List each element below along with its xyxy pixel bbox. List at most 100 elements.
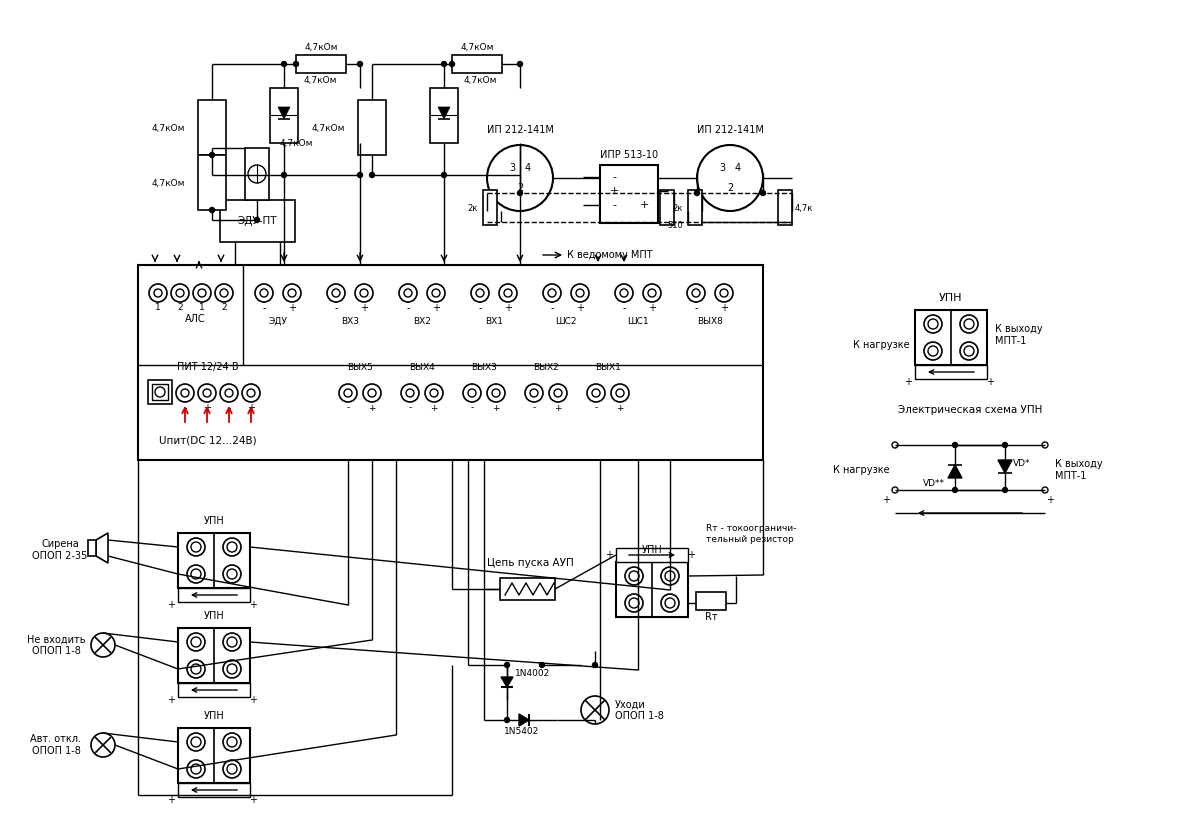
Bar [220,200,294,242]
Text: 2: 2 [517,183,523,193]
Circle shape [593,662,597,667]
Bar [500,578,555,600]
Text: VD*: VD* [1013,459,1031,468]
Circle shape [227,737,237,747]
Text: ВЫХ1: ВЫХ1 [595,363,621,371]
Text: +: + [247,403,255,413]
Bar [178,588,250,602]
Bar [296,55,346,73]
Text: +: + [986,377,994,387]
Circle shape [953,443,958,448]
Text: 2: 2 [727,183,733,193]
Circle shape [928,319,938,329]
Circle shape [425,384,443,402]
Circle shape [209,173,214,178]
Polygon shape [998,460,1011,473]
Text: -: - [470,404,474,413]
Text: ИП 212-141М: ИП 212-141М [486,125,553,135]
Polygon shape [502,677,514,687]
Text: -: - [551,303,554,313]
Text: 4,7кОм: 4,7кОм [461,43,493,52]
Circle shape [405,289,412,297]
Text: +: + [288,303,296,313]
Circle shape [687,284,705,302]
Circle shape [406,389,414,397]
Circle shape [332,289,340,297]
Circle shape [628,598,639,608]
Text: +: + [609,186,619,196]
Circle shape [360,289,367,297]
Circle shape [193,284,211,302]
Text: ВХ2: ВХ2 [413,316,431,325]
Circle shape [220,384,238,402]
Circle shape [192,569,201,579]
Circle shape [176,289,184,297]
Text: +: + [203,403,211,413]
Circle shape [694,190,699,195]
Circle shape [648,289,656,297]
Circle shape [715,284,733,302]
Text: -: - [612,200,616,210]
Text: -: - [346,404,350,413]
Polygon shape [278,107,290,119]
Circle shape [192,664,201,674]
Text: +: + [249,600,257,610]
Text: +: + [168,795,175,805]
Circle shape [220,289,227,297]
Circle shape [960,315,978,333]
Bar [178,683,250,697]
Circle shape [517,190,523,195]
Text: +: + [369,404,376,413]
Text: 2к: 2к [468,203,478,213]
Bar [245,148,269,200]
Text: УПН: УПН [642,545,662,555]
Circle shape [344,389,352,397]
Circle shape [610,384,628,402]
Circle shape [928,346,938,356]
Circle shape [227,637,237,647]
Circle shape [223,733,241,751]
Circle shape [209,153,214,158]
Circle shape [643,284,661,302]
Bar [198,100,226,155]
Text: +: + [648,303,656,313]
Text: -: - [622,303,626,313]
Circle shape [187,633,205,651]
Text: +: + [904,377,912,387]
Text: -: - [595,404,597,413]
Circle shape [628,571,639,581]
Circle shape [281,62,286,67]
Bar [271,88,298,143]
Text: +: + [576,303,584,313]
Circle shape [924,342,942,360]
Text: -: - [612,172,616,182]
Circle shape [1043,487,1049,493]
Text: +: + [360,303,367,313]
Circle shape [666,571,675,581]
Circle shape [248,165,266,183]
Text: +: + [882,495,891,505]
Text: 4,7к: 4,7к [795,203,814,213]
Text: К ведомому МПТ: К ведомому МПТ [567,250,652,260]
Circle shape [227,542,237,552]
Circle shape [661,594,679,612]
Circle shape [198,384,215,402]
Text: +: + [430,404,438,413]
Text: ВЫХ4: ВЫХ4 [409,363,435,371]
Polygon shape [96,533,108,563]
Text: ШС1: ШС1 [627,316,649,325]
Circle shape [721,289,728,297]
Text: -: - [694,303,698,313]
Circle shape [288,289,296,297]
Bar [89,540,96,556]
Circle shape [176,384,194,402]
Circle shape [492,389,500,397]
Text: 4: 4 [735,163,741,173]
Text: Электрическая схема УПН: Электрическая схема УПН [898,405,1043,415]
Circle shape [450,62,455,67]
Text: +: + [639,200,649,210]
Circle shape [924,315,942,333]
Text: ВХ1: ВХ1 [485,316,503,325]
Text: ВЫХ3: ВЫХ3 [472,363,497,371]
Bar [778,190,792,225]
